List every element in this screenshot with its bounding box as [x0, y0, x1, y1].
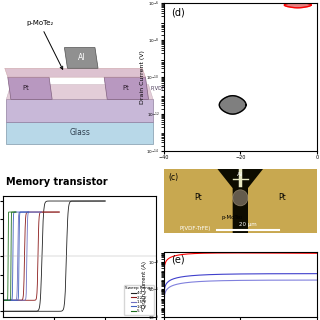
Polygon shape [6, 84, 153, 99]
10 V [16, 210, 20, 214]
Text: Pt: Pt [23, 85, 29, 91]
Line: 22 V: 22 V [3, 212, 59, 300]
22 V [2, 298, 5, 302]
Text: Glass: Glass [69, 128, 90, 137]
22 V [1, 298, 5, 302]
40 V [88, 199, 92, 203]
Line: 15 V: 15 V [3, 212, 42, 300]
5 V [12, 210, 16, 214]
Y-axis label: Drain Current (V): Drain Current (V) [140, 50, 145, 104]
10 V [1, 298, 5, 302]
Text: Pt: Pt [278, 193, 286, 202]
Text: p-MoTe₂: p-MoTe₂ [222, 215, 243, 220]
5 V [9, 210, 13, 214]
Polygon shape [219, 96, 246, 114]
Text: P(VDF-TrFE): P(VDF-TrFE) [179, 226, 211, 230]
Legend: 40 V, 22 V, 15 V, 10 V, 5 V: 40 V, 22 V, 15 V, 10 V, 5 V [124, 285, 154, 315]
Line: 10 V: 10 V [3, 212, 29, 300]
5 V [9, 210, 13, 214]
Text: Pt: Pt [195, 193, 202, 202]
10 V [23, 210, 27, 214]
Polygon shape [6, 99, 153, 122]
Polygon shape [164, 169, 233, 233]
Polygon shape [5, 68, 146, 77]
15 V [34, 210, 37, 214]
5 V [10, 210, 14, 214]
40 V [1, 309, 5, 313]
10 V [16, 210, 20, 214]
Polygon shape [104, 77, 148, 99]
Polygon shape [6, 122, 153, 144]
Text: p-MoTe₂: p-MoTe₂ [26, 20, 63, 69]
40 V [64, 199, 68, 203]
5 V [9, 210, 13, 214]
Line: 5 V: 5 V [3, 212, 16, 300]
22 V [35, 210, 38, 214]
40 V [69, 199, 73, 203]
15 V [25, 210, 28, 214]
22 V [57, 210, 61, 214]
15 V [1, 298, 5, 302]
Text: Al: Al [237, 172, 243, 177]
10 V [24, 210, 28, 214]
40 V [62, 199, 66, 203]
15 V [24, 210, 28, 214]
Polygon shape [284, 2, 311, 8]
15 V [24, 210, 28, 214]
22 V [52, 210, 56, 214]
Text: Memory transistor: Memory transistor [6, 177, 108, 187]
Text: (c): (c) [168, 173, 179, 182]
15 V [1, 298, 5, 302]
15 V [40, 210, 44, 214]
40 V [2, 309, 5, 313]
5 V [1, 298, 5, 302]
Polygon shape [64, 48, 98, 68]
10 V [1, 298, 5, 302]
Polygon shape [8, 77, 52, 99]
Text: (e): (e) [172, 254, 185, 264]
40 V [62, 199, 66, 203]
15 V [27, 210, 31, 214]
10 V [27, 210, 31, 214]
40 V [94, 199, 98, 203]
Text: (d): (d) [172, 8, 185, 18]
Line: 40 V: 40 V [3, 201, 105, 311]
40 V [103, 199, 107, 203]
22 V [35, 210, 38, 214]
Polygon shape [248, 169, 317, 233]
10 V [17, 210, 21, 214]
15 V [36, 210, 40, 214]
Text: Al: Al [77, 53, 85, 62]
5 V [1, 298, 5, 302]
10 V [18, 210, 22, 214]
5 V [14, 210, 18, 214]
Text: Pt: Pt [122, 85, 129, 91]
Text: 20 μm: 20 μm [239, 222, 257, 228]
22 V [39, 210, 43, 214]
22 V [36, 210, 39, 214]
Text: P(VDF-TrFE): P(VDF-TrFE) [150, 86, 178, 91]
Ellipse shape [233, 190, 248, 206]
Y-axis label: Drain Current (A): Drain Current (A) [142, 261, 147, 308]
22 V [49, 210, 52, 214]
5 V [13, 210, 17, 214]
